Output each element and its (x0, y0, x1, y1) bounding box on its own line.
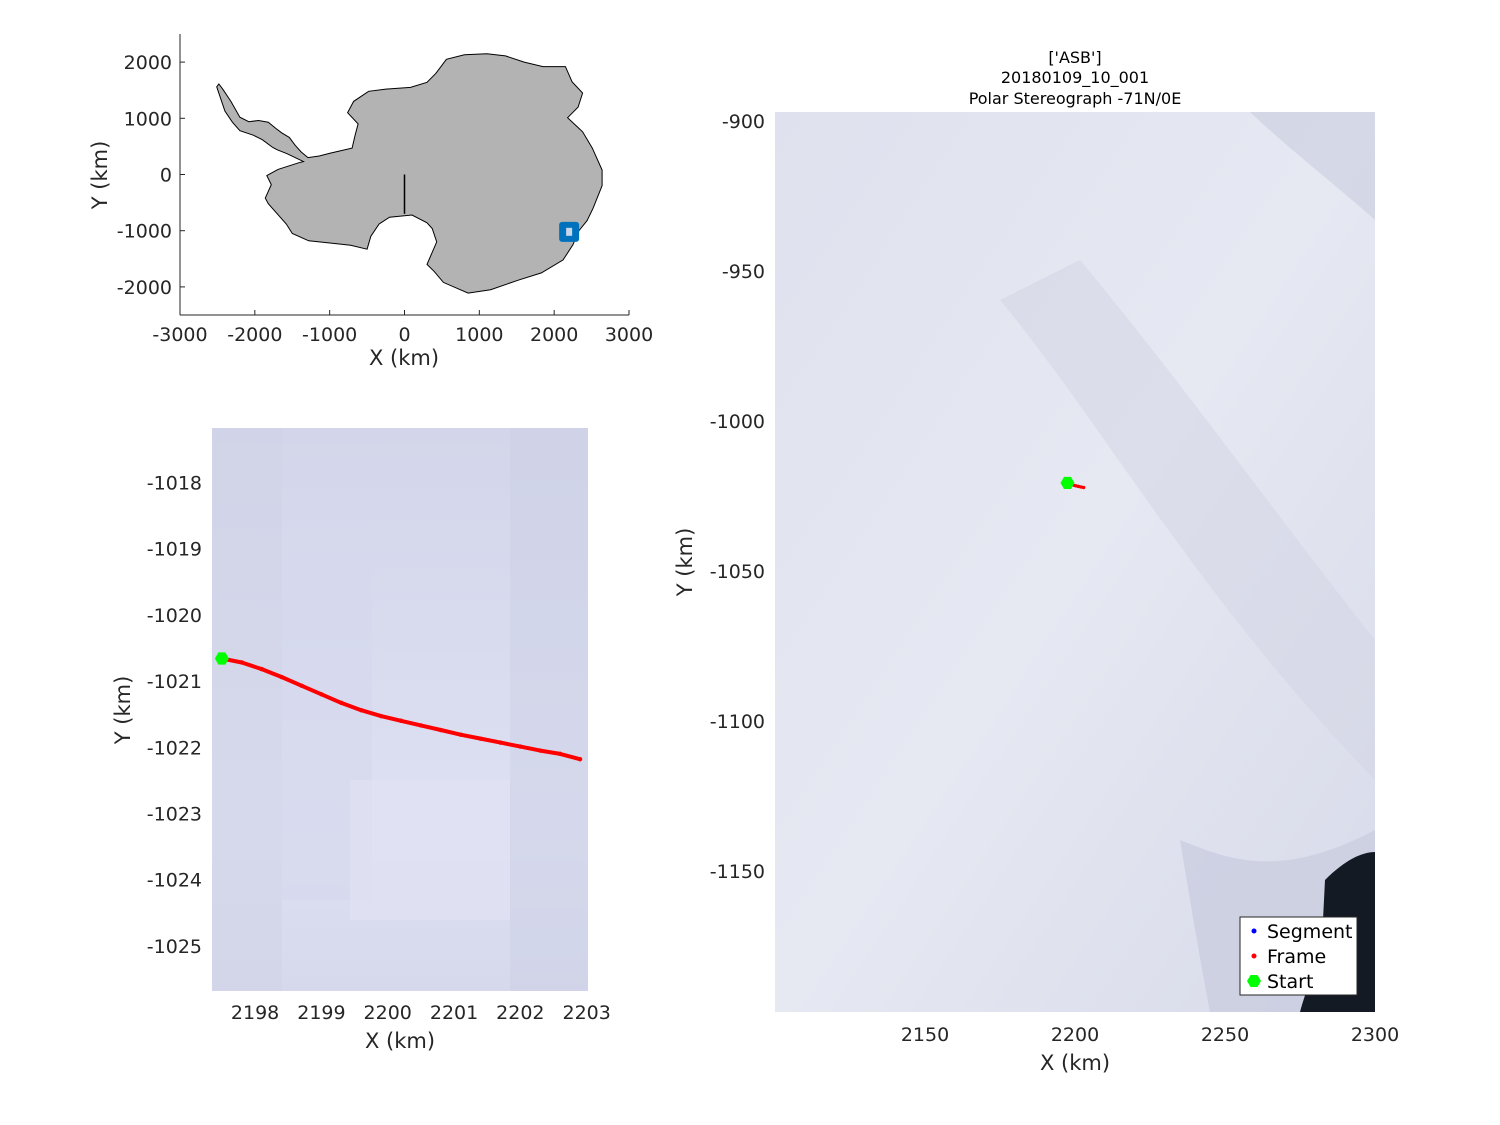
y-tick-label: -1024 (147, 870, 202, 892)
overview-x-ticks: -3000 -2000 -1000 0 1000 2000 3000 (152, 310, 653, 346)
x-tick-label: 2150 (901, 1024, 949, 1046)
frame-point (458, 732, 463, 737)
y-tick-label: -1000 (117, 221, 172, 243)
frame-point (299, 683, 304, 688)
zoom-y-ticks: -1018 -1019 -1020 -1021 -1022 -1023 -1024 -1025 (147, 472, 202, 958)
y-tick-label: -1019 (147, 539, 202, 561)
frame-point (1076, 484, 1080, 489)
frame-point (478, 736, 483, 741)
y-tick-label: -1018 (147, 472, 202, 494)
legend-start-marker (1247, 975, 1261, 987)
x-tick-label: -3000 (152, 324, 207, 346)
frame-point (339, 700, 344, 706)
x-tick-label: 2200 (1051, 1024, 1099, 1046)
x-tick-label: 2201 (430, 1002, 478, 1024)
x-tick-label: 3000 (605, 324, 653, 346)
y-tick-label: -1000 (710, 411, 765, 433)
start-marker (1060, 476, 1075, 489)
frame-point (498, 740, 503, 745)
x-tick-label: 2199 (297, 1002, 345, 1024)
legend-segment-label: Segment (1267, 921, 1353, 943)
context-imagery (775, 112, 1375, 1012)
start-marker (214, 652, 229, 665)
y-tick-label: -1020 (147, 605, 202, 627)
context-title-line-1: ['ASB'] (1048, 48, 1101, 67)
x-tick-label: 2000 (530, 324, 578, 346)
y-tick-label: -1022 (147, 737, 202, 759)
legend-start-label: Start (1267, 971, 1313, 993)
zoom-x-ticks: 2198 2199 2200 2201 2202 2203 (231, 1002, 611, 1024)
x-tick-label: 2202 (496, 1002, 544, 1024)
y-tick-label: -2000 (117, 277, 172, 299)
x-tick-label: 1000 (455, 324, 503, 346)
overview-x-label: X (km) (369, 346, 439, 370)
y-tick-label: -1050 (710, 561, 765, 583)
x-tick-label: -1000 (302, 324, 357, 346)
zoom-y-label: Y (km) (111, 676, 135, 746)
antarctica-landmass (216, 53, 603, 294)
y-tick-label: -1021 (147, 671, 202, 693)
frame-point (518, 744, 523, 749)
context-y-ticks: -900 -950 -1000 -1050 -1100 -1150 (710, 111, 765, 883)
frame-point (1073, 484, 1078, 488)
x-tick-label: 2250 (1201, 1024, 1249, 1046)
context-title-line-2: 20180109_10_001 (1001, 68, 1149, 88)
zoom-x-label: X (km) (365, 1029, 435, 1053)
frame-point (538, 748, 543, 753)
context-x-ticks: 2150 2200 2250 2300 (901, 1024, 1399, 1046)
y-tick-label: -900 (722, 111, 765, 133)
frame-point (319, 692, 324, 697)
frame-point (359, 707, 364, 713)
location-marker (559, 221, 580, 242)
y-tick-label: -1023 (147, 803, 202, 825)
y-tick-label: -1025 (147, 936, 202, 958)
y-tick-label: -1150 (710, 861, 765, 883)
x-tick-label: 2198 (231, 1002, 279, 1024)
frame-point (398, 718, 404, 723)
frame-point (557, 751, 563, 757)
overview-y-ticks: -2000 -1000 0 1000 2000 (117, 52, 185, 299)
frame-point (577, 756, 583, 762)
context-series (1060, 476, 1086, 490)
context-x-label: X (km) (1040, 1051, 1110, 1075)
legend-frame-marker (1251, 953, 1257, 959)
frame-point (1079, 485, 1083, 489)
y-tick-label: 1000 (124, 108, 172, 130)
context-map: 2150 2200 2250 2300 -900 -950 -1000 -1050 -1100… (673, 48, 1399, 1075)
y-tick-label: 0 (160, 165, 172, 187)
legend-segment-marker (1251, 928, 1257, 934)
frame-point (1082, 485, 1086, 490)
x-tick-label: -2000 (227, 324, 282, 346)
x-tick-label: 0 (398, 324, 410, 346)
frame-point (259, 666, 264, 672)
zoom-imagery (212, 428, 588, 991)
frame-point (239, 660, 245, 665)
location-marker-inner (566, 227, 573, 236)
context-title-line-3: Polar Stereograph -71N/0E (969, 89, 1182, 108)
overview-map: -3000 -2000 -1000 0 1000 2000 3000 -2000 -1000 0… (88, 34, 653, 370)
context-y-label: Y (km) (673, 528, 697, 598)
legend-frame-label: Frame (1267, 946, 1326, 968)
y-tick-label: -1100 (710, 711, 765, 733)
overview-y-label: Y (km) (88, 141, 112, 211)
x-tick-label: 2300 (1351, 1024, 1399, 1046)
x-tick-label: 2200 (364, 1002, 412, 1024)
zoom-plot: 2198 2199 2200 2201 2202 2203 -1018 -1019 -1020… (111, 428, 611, 1053)
zoom-series (214, 652, 583, 762)
frame-point (418, 723, 424, 728)
y-tick-label: -950 (722, 261, 765, 283)
x-tick-label: 2203 (562, 1002, 610, 1024)
frame-point (438, 727, 443, 733)
frame-point (279, 674, 284, 680)
frame-point (378, 713, 384, 719)
legend: Segment Frame Start (1239, 916, 1358, 996)
y-tick-label: 2000 (124, 52, 172, 74)
